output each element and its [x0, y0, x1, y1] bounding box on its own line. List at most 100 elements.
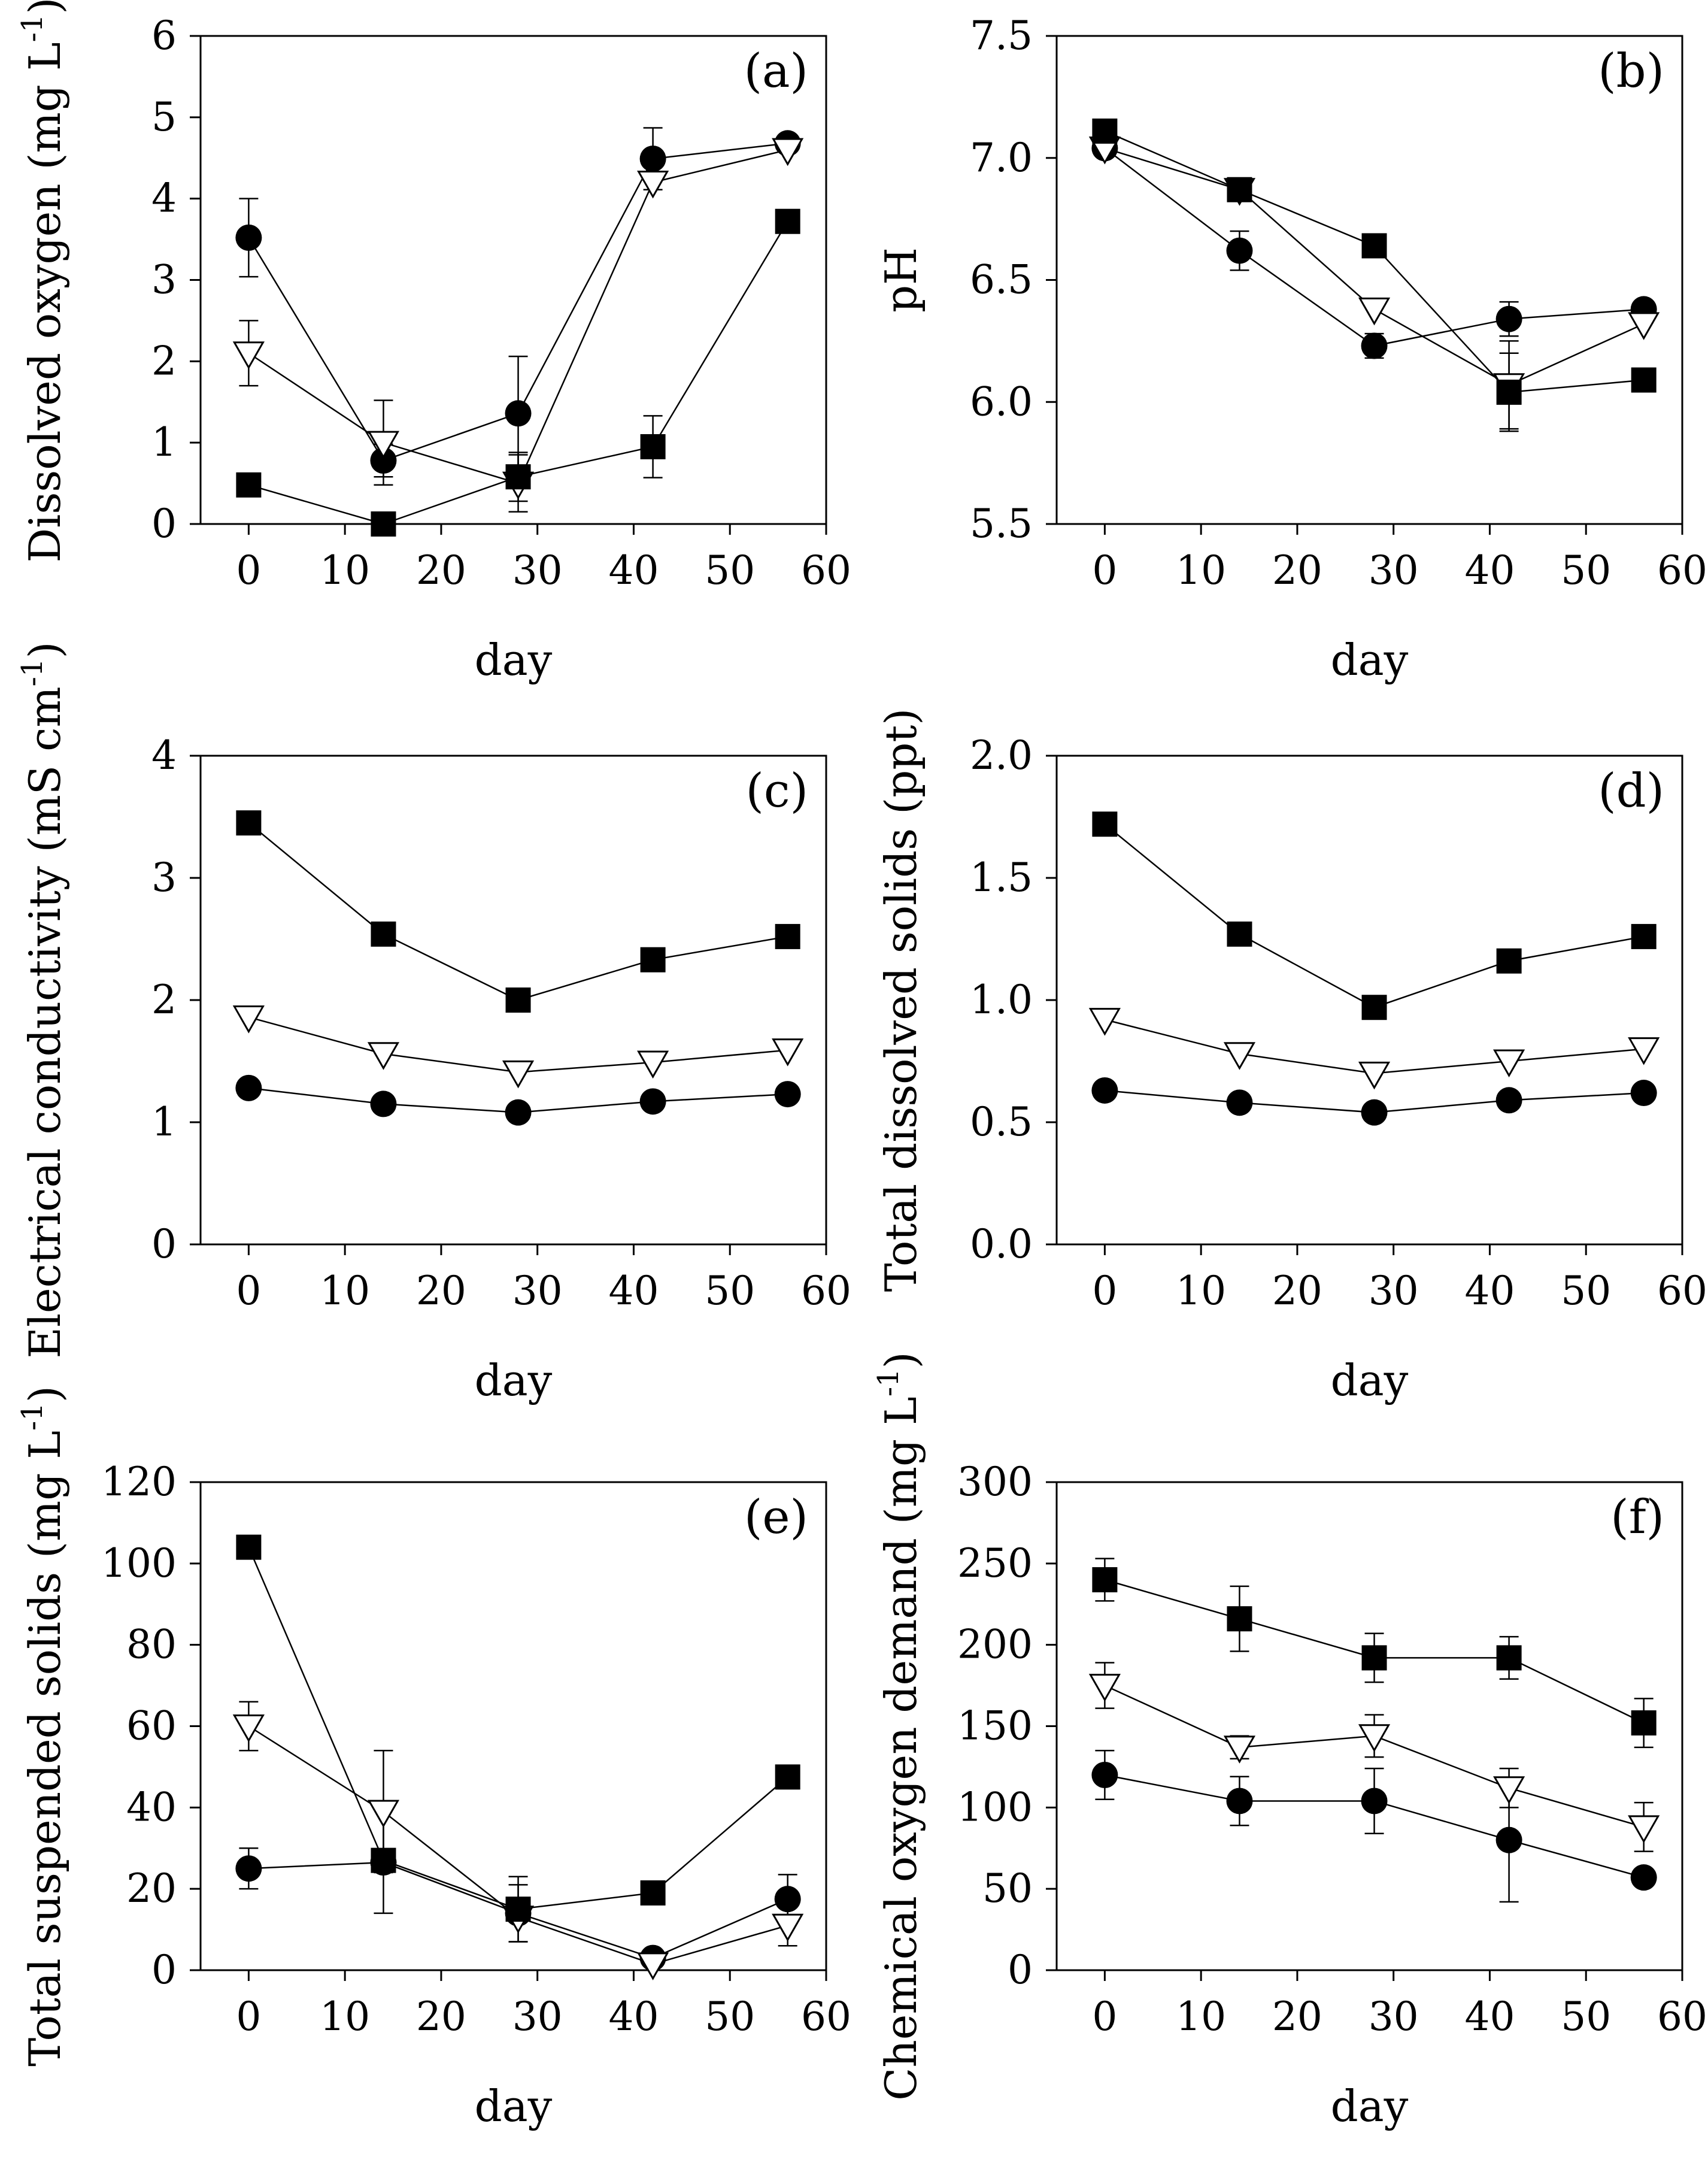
- data-point-square: [1496, 1645, 1522, 1671]
- y-axis-label-tail: ): [20, 641, 70, 658]
- data-point-circle: [505, 400, 532, 427]
- x-tick-label: 50: [705, 1994, 755, 2040]
- x-axis-label: day: [1331, 635, 1409, 685]
- x-tick-label: 20: [416, 1994, 466, 2040]
- y-axis-label-tail: ): [20, 1386, 70, 1402]
- y-tick-label: 1.5: [970, 855, 1033, 901]
- data-point-circle: [370, 1090, 397, 1117]
- data-point-square: [640, 434, 666, 459]
- y-axis-label-superscript: -1: [16, 14, 49, 43]
- x-tick-label: 40: [1464, 1268, 1515, 1314]
- x-tick-label: 50: [1561, 1994, 1611, 2040]
- data-point-triangle: [502, 1060, 535, 1089]
- y-tick-label: 7.0: [970, 135, 1033, 181]
- y-tick-label: 2: [151, 977, 177, 1023]
- x-tick-label: 60: [1657, 547, 1707, 593]
- data-point-square: [775, 923, 800, 949]
- data-point-triangle: [637, 171, 669, 199]
- data-point-triangle: [1628, 1037, 1660, 1065]
- y-tick-label: 60: [126, 1703, 177, 1749]
- panel-label: (e): [744, 1491, 808, 1544]
- data-point-square: [1227, 921, 1252, 947]
- x-tick-label: 40: [1464, 1994, 1515, 2040]
- data-point-square: [1631, 1710, 1657, 1736]
- y-tick-label: 3: [151, 855, 177, 901]
- data-point-circle: [1091, 1762, 1118, 1788]
- data-point-square: [1631, 923, 1657, 949]
- y-axis-label: Total suspended solids (mg L-1): [16, 1386, 70, 2067]
- data-point-square: [236, 472, 262, 498]
- y-tick-label: 250: [957, 1540, 1033, 1586]
- data-point-circle: [639, 1088, 666, 1115]
- y-tick-label: 0: [151, 501, 177, 547]
- y-tick-label: 2: [151, 338, 177, 384]
- y-axis-label-superscript: -1: [872, 1368, 905, 1396]
- y-tick-label: 2.0: [970, 732, 1033, 778]
- data-point-circle: [235, 224, 262, 251]
- y-tick-label: 80: [126, 1622, 177, 1668]
- data-point-triangle: [1358, 297, 1391, 326]
- x-tick-label: 50: [1561, 547, 1611, 593]
- data-point-triangle: [1358, 1724, 1391, 1752]
- x-tick-label: 60: [801, 1994, 851, 2040]
- y-tick-label: 5: [151, 94, 177, 140]
- series-line-square: [248, 822, 788, 1001]
- y-axis-label: pH: [876, 247, 926, 313]
- y-tick-label: 6.0: [970, 378, 1033, 425]
- data-point-triangle: [1088, 1008, 1121, 1036]
- y-tick-label: 100: [957, 1784, 1033, 1830]
- data-point-square: [1361, 995, 1387, 1020]
- y-tick-label: 0: [1008, 1947, 1033, 1993]
- x-tick-label: 50: [705, 547, 755, 593]
- data-point-square: [1631, 367, 1657, 393]
- y-tick-label: 50: [982, 1865, 1033, 1912]
- x-tick-label: 10: [1176, 1994, 1226, 2040]
- x-tick-label: 10: [1176, 547, 1226, 593]
- y-tick-label: 6.5: [970, 257, 1033, 303]
- y-axis-label-tail: ): [20, 0, 70, 14]
- y-axis-label: Chemical oxygen demand (mg L-1): [872, 1352, 926, 2100]
- x-tick-label: 10: [320, 1994, 370, 2040]
- data-point-square: [236, 810, 262, 836]
- data-point-circle: [1361, 1099, 1388, 1126]
- data-point-square: [1496, 948, 1522, 974]
- panel-label: (c): [745, 764, 808, 818]
- x-tick-label: 40: [608, 547, 659, 593]
- x-tick-label: 50: [705, 1268, 755, 1314]
- y-axis-label-text: Electrical conductivity (mS cm: [20, 686, 70, 1358]
- data-point-triangle: [772, 138, 804, 166]
- data-point-triangle: [367, 431, 400, 459]
- data-point-circle: [1226, 237, 1253, 264]
- x-axis-label: day: [475, 635, 553, 685]
- x-tick-label: 20: [416, 1268, 466, 1314]
- data-point-square: [371, 511, 396, 537]
- x-tick-label: 40: [608, 1268, 659, 1314]
- x-tick-label: 20: [1272, 1994, 1322, 2040]
- data-point-circle: [1630, 1864, 1657, 1891]
- panel-e: 0 20 40 60 80 100 120 0 10 20 30 40 50 60 day Total sus…: [16, 1386, 851, 2131]
- data-point-circle: [774, 1081, 801, 1108]
- y-axis-label: Dissolved oxygen (mg L-1): [16, 0, 70, 562]
- data-point-square: [1092, 118, 1118, 144]
- x-tick-label: 30: [512, 1994, 563, 2040]
- y-tick-label: 1.0: [970, 977, 1033, 1023]
- data-point-circle: [1495, 305, 1522, 332]
- y-axis-label-tail: ): [876, 1352, 926, 1368]
- y-tick-label: 0: [151, 1221, 177, 1267]
- data-point-triangle: [367, 1042, 400, 1070]
- y-tick-label: 7.5: [970, 13, 1033, 59]
- x-tick-label: 60: [801, 1268, 851, 1314]
- panel-d: 0.0 0.5 1.0 1.5 2.0 0 10 20 30 40 50 60 day Total dis…: [876, 708, 1707, 1405]
- data-point-square: [236, 1534, 262, 1560]
- data-point-square: [505, 1897, 531, 1922]
- data-point-circle: [1226, 1788, 1253, 1814]
- x-tick-label: 10: [320, 547, 370, 593]
- x-tick-label: 30: [1369, 1994, 1419, 2040]
- data-point-triangle: [1628, 312, 1660, 340]
- data-point-triangle: [232, 1714, 265, 1743]
- data-point-triangle: [772, 1913, 804, 1942]
- x-tick-label: 20: [416, 547, 466, 593]
- x-tick-label: 30: [1369, 1268, 1419, 1314]
- y-tick-label: 0.5: [970, 1099, 1033, 1145]
